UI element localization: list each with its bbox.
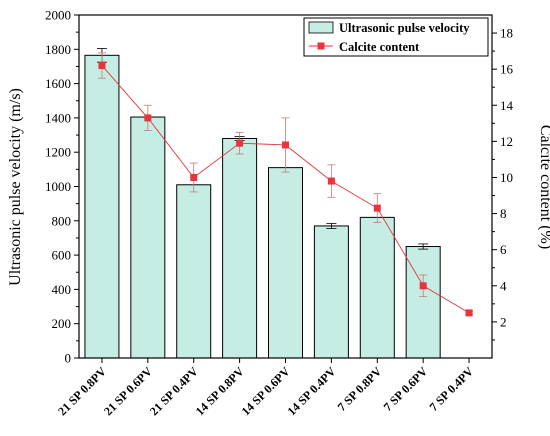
calcite-point — [465, 309, 473, 317]
y-tick-label: 1800 — [45, 42, 71, 57]
legend-label-line: Calcite content — [339, 40, 420, 54]
y-tick-label: 1600 — [45, 76, 71, 91]
calcite-point — [282, 141, 289, 149]
y-tick-label: 200 — [52, 316, 72, 331]
y-tick-label: 1400 — [45, 110, 71, 125]
y-tick-label: 2000 — [45, 8, 71, 23]
bar — [130, 116, 166, 359]
y2-tick-label: 8 — [500, 206, 507, 221]
calcite-point — [373, 204, 381, 212]
calcite-point — [190, 173, 198, 181]
x-tick-label: 14 SP 0.4PV — [285, 364, 339, 418]
x-tick-label: 14 SP 0.8PV — [193, 364, 247, 418]
y2-tick-label: 12 — [500, 134, 513, 149]
y-tick-label: 600 — [52, 248, 72, 263]
y2-tick-label: 2 — [500, 314, 507, 329]
y2-tick-label: 18 — [500, 26, 513, 41]
y2-tick-label: 16 — [500, 62, 514, 77]
y2-tick-label: 6 — [500, 242, 507, 257]
x-tick-label: 21 SP 0.4PV — [147, 364, 201, 418]
calcite-point — [236, 139, 244, 147]
bar — [176, 184, 212, 359]
x-tick-label: 14 SP 0.6PV — [239, 364, 293, 418]
calcite-point — [144, 114, 152, 122]
bar — [84, 54, 120, 359]
legend: Ultrasonic pulse velocity Calcite conten… — [303, 17, 489, 57]
y2-tick-label: 4 — [500, 278, 507, 293]
bar — [359, 216, 395, 359]
line-layer — [97, 52, 474, 317]
y-tick-label: 400 — [52, 282, 72, 297]
y2-tick-label: 10 — [500, 170, 513, 185]
calcite-point — [327, 177, 335, 185]
x-tick-label: 7 SP 0.4PV — [426, 364, 476, 414]
calcite-point — [419, 282, 427, 290]
y2-tick-label: 14 — [500, 98, 514, 113]
bar — [222, 137, 258, 359]
bars-layer — [84, 48, 441, 359]
y-tick-label: 1000 — [45, 179, 71, 194]
x-tick-label: 7 SP 0.6PV — [381, 364, 431, 414]
x-tick-label: 21 SP 0.8PV — [55, 364, 109, 418]
legend-box — [303, 17, 489, 57]
legend-swatch-bar — [308, 21, 334, 34]
y-tick-label: 1200 — [45, 145, 71, 160]
x-tick-label: 7 SP 0.8PV — [335, 364, 385, 414]
x-tick-label: 21 SP 0.6PV — [101, 364, 155, 418]
legend-label-bar: Ultrasonic pulse velocity — [339, 21, 470, 35]
bar — [405, 246, 441, 359]
y-tick-label: 0 — [65, 351, 72, 366]
y-tick-label: 800 — [52, 213, 72, 228]
legend-marker — [317, 42, 325, 50]
bar — [313, 225, 349, 359]
calcite-point — [98, 62, 106, 70]
y2-axis-title: Calcite content (%) — [537, 125, 550, 249]
y-axis-title: Ultrasonic pulse velocity (m/s) — [7, 88, 24, 286]
bar — [268, 167, 303, 359]
